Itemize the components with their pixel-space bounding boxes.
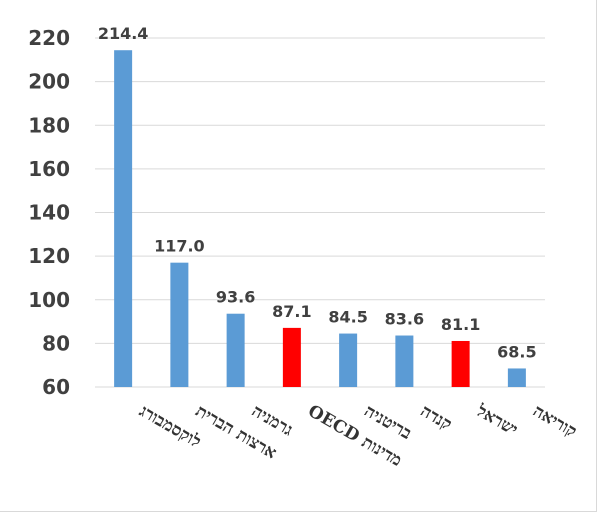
y-tick-label: 140 <box>28 201 70 225</box>
category-label: קנדה <box>417 401 455 435</box>
y-tick-label: 80 <box>42 331 70 355</box>
gridlines <box>95 37 545 388</box>
data-label: 117.0 <box>154 237 205 256</box>
bar <box>395 335 414 387</box>
bar <box>282 327 301 387</box>
data-label: 83.6 <box>385 310 424 329</box>
category-label-line: קנדה <box>417 401 455 435</box>
category-label-line: קוריאה <box>529 401 580 442</box>
category-label: לוקסמבורג <box>136 401 205 452</box>
bar <box>226 313 245 387</box>
bar <box>339 333 358 387</box>
y-tick-label: 200 <box>28 70 70 94</box>
y-axis-tick-labels: 60 80 100 120 140 160 180 200 220 <box>28 26 70 399</box>
bars <box>114 50 526 388</box>
data-label: 93.6 <box>216 288 255 307</box>
y-tick-label: 120 <box>28 244 70 268</box>
y-tick-label: 160 <box>28 157 70 181</box>
data-label: 87.1 <box>272 302 311 321</box>
category-label: ישראל <box>472 401 521 441</box>
data-labels: 214.4 117.0 93.6 87.1 84.5 83.6 81.1 68.5 <box>98 24 537 361</box>
y-tick-label: 220 <box>28 26 70 50</box>
data-label: 214.4 <box>98 24 149 43</box>
data-label: 84.5 <box>328 308 367 327</box>
bar <box>114 50 133 388</box>
data-label: 68.5 <box>497 342 536 361</box>
y-tick-label: 100 <box>28 288 70 312</box>
category-label: קוריאה <box>529 401 580 442</box>
bar <box>451 340 470 387</box>
bar <box>170 262 189 387</box>
category-label-line: ישראל <box>472 401 521 441</box>
bar <box>507 368 526 387</box>
y-tick-label: 180 <box>28 113 70 137</box>
y-tick-label: 60 <box>42 375 70 399</box>
category-label-line: לוקסמבורג <box>136 401 205 452</box>
data-label: 81.1 <box>441 315 480 334</box>
